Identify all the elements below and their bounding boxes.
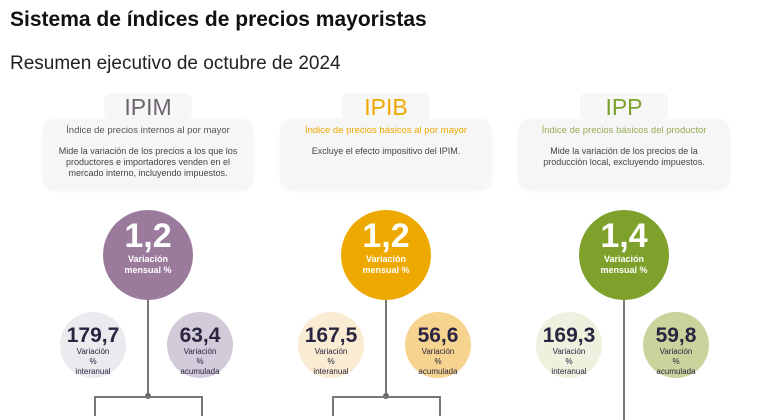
yoy-variation-label: Variación % interanual	[551, 347, 587, 376]
ytd-variation-value: 59,8	[655, 324, 697, 347]
monthly-variation-value: 1,4	[600, 217, 648, 255]
monthly-variation-value: 1,2	[362, 217, 410, 255]
yoy-variation-circle: 179,7 Variación % interanual	[60, 312, 126, 378]
yoy-variation-value: 179,7	[66, 324, 120, 347]
ytd-variation-value: 56,6	[417, 324, 459, 347]
yoy-variation-value: 167,5	[304, 324, 358, 347]
index-code-label: IPP	[580, 93, 668, 120]
connector-line	[94, 396, 96, 416]
ytd-variation-circle: 56,6 Variación % acumulada	[405, 312, 471, 378]
page-subtitle: Resumen ejecutivo de octubre de 2024	[10, 53, 341, 74]
index-description: Mide la variación de los precios a los q…	[58, 146, 238, 178]
ytd-variation-label: Variación % acumulada	[418, 347, 458, 376]
connector-line	[385, 290, 387, 396]
connector-bracket	[332, 396, 440, 398]
monthly-variation-label: Variación mensual %	[600, 254, 648, 275]
index-code-label: IPIM	[104, 93, 192, 120]
index-description-card: Índice de precios básicos al por mayor E…	[281, 120, 491, 190]
index-description: Excluye el efecto impositivo del IPIM.	[311, 146, 461, 156]
connector-line	[201, 396, 203, 416]
yoy-variation-circle: 167,5 Variación % interanual	[298, 312, 364, 378]
index-description-card: Índice de precios básicos del productor …	[519, 120, 729, 190]
monthly-variation-value: 1,2	[124, 217, 172, 255]
monthly-variation-label: Variación mensual %	[362, 254, 410, 275]
page-title: Sistema de índices de precios mayoristas	[10, 8, 427, 31]
ytd-variation-value: 63,4	[179, 324, 221, 347]
ytd-variation-label: Variación % acumulada	[180, 347, 220, 376]
connector-line	[439, 396, 441, 416]
index-name: Índice de precios internos al por mayor	[66, 125, 230, 136]
connector-line	[332, 396, 334, 416]
monthly-variation-circle: 1,2 Variación mensual %	[341, 210, 431, 300]
index-name: Índice de precios básicos del productor	[541, 125, 707, 136]
index-description-card: Índice de precios internos al por mayor …	[43, 120, 253, 190]
yoy-variation-label: Variación % interanual	[313, 347, 349, 376]
ytd-variation-circle: 63,4 Variación % acumulada	[167, 312, 233, 378]
ytd-variation-circle: 59,8 Variación % acumulada	[643, 312, 709, 378]
monthly-variation-circle: 1,2 Variación mensual %	[103, 210, 193, 300]
index-description: Mide la variación de los precios de la p…	[543, 146, 705, 167]
yoy-variation-label: Variación % interanual	[75, 347, 111, 376]
index-name: Índice de precios básicos al por mayor	[304, 125, 468, 136]
ytd-variation-label: Variación % acumulada	[656, 347, 696, 376]
connector-line	[147, 290, 149, 396]
connector-bracket	[94, 396, 202, 398]
connector-line	[623, 290, 625, 420]
index-code-label: IPIB	[342, 93, 430, 120]
yoy-variation-circle: 169,3 Variación % interanual	[536, 312, 602, 378]
monthly-variation-label: Variación mensual %	[124, 254, 172, 275]
yoy-variation-value: 169,3	[542, 324, 596, 347]
monthly-variation-circle: 1,4 Variación mensual %	[579, 210, 669, 300]
